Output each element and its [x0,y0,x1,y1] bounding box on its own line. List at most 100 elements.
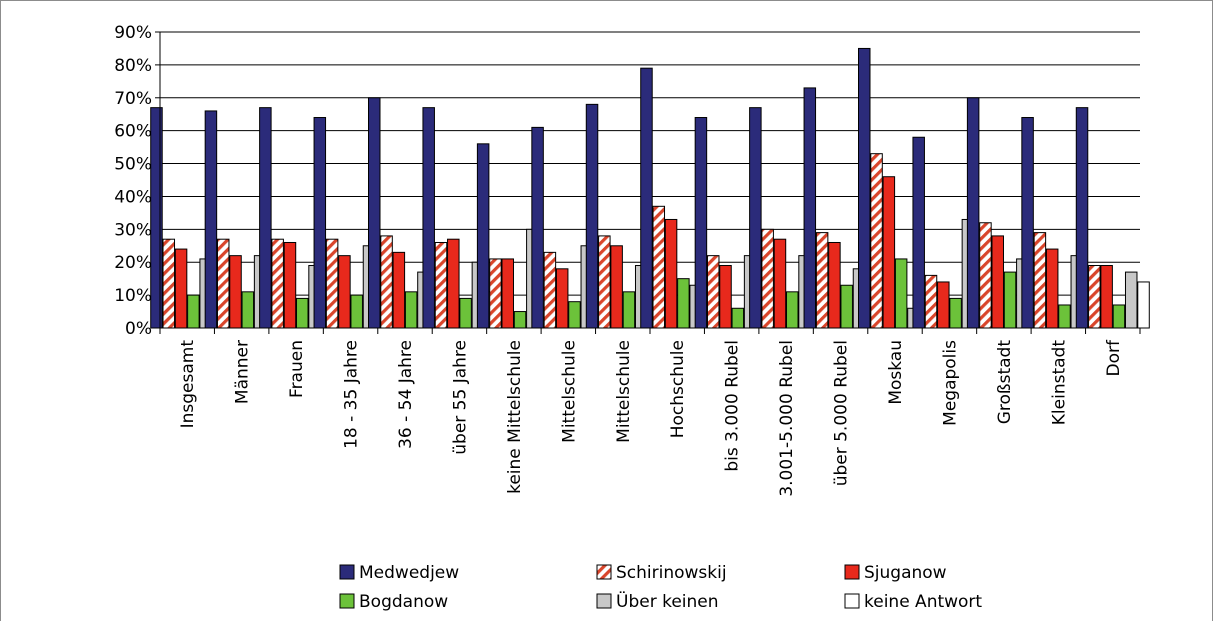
bar-sjuganow-17 [1100,265,1113,329]
bar-schirinowskij-13 [870,153,883,329]
bar-sjuganow-10 [719,265,732,329]
y-tick-label: 0% [125,319,152,339]
bar-bogdanow-8 [622,291,636,329]
bar-medwedjew-11 [749,107,762,329]
bar-schirinowskij-17 [1088,265,1101,329]
legend-swatch [596,564,612,580]
bar-medwedjew-4 [368,97,381,329]
legend-swatch [844,564,860,580]
bar-bogdanow-6 [513,311,527,329]
bar-schirinowskij-9 [652,205,666,329]
bar-bogdanow-16 [1058,304,1071,329]
bar-sjuganow-14 [937,281,950,329]
legend-label: Medwedjew [359,563,459,583]
y-tick-label: 50% [114,155,152,175]
x-category-label: 18 - 35 Jahre [342,340,362,449]
bar-bogdanow-3 [350,294,363,329]
x-category-label: über 5.000 Rubel [832,340,852,486]
legend-swatch [596,593,612,609]
y-tick-label: 30% [114,220,152,240]
bar-schirinowskij-2 [271,238,284,329]
x-category-label: Männer [233,340,253,404]
bar-über-keinen-17 [1124,271,1138,329]
legend-swatch [339,593,355,609]
legend-label: Sjuganow [864,563,947,583]
y-tick-label: 70% [114,89,152,109]
bar-bogdanow-12 [840,284,853,329]
bar-bogdanow-9 [677,278,690,329]
bar-bogdanow-17 [1112,304,1126,329]
bar-sjuganow-5 [447,238,460,329]
legend: Medwedjew Schirinowskij Sjuganow Bogdanow Üb… [339,563,982,612]
legend-swatch [844,593,860,609]
bar-bogdanow-4 [404,291,418,329]
bar-bogdanow-13 [894,258,908,329]
bar-schirinowskij-7 [543,251,557,329]
x-category-label: Insgesamt [178,340,198,429]
y-tick-label: 80% [114,56,152,76]
bar-sjuganow-15 [991,235,1004,329]
bar-sjuganow-3 [338,255,351,329]
bar-bogdanow-1 [241,291,255,329]
x-category-label: bis 3.000 Rubel [723,340,743,472]
bar-bogdanow-15 [1003,271,1017,329]
bar-medwedjew-6 [476,143,490,329]
bar-schirinowskij-6 [489,258,502,329]
x-category-label: 36 - 54 Jahre [396,340,416,449]
x-category-label: Frauen [287,340,307,398]
bar-keine-antwort-17 [1137,281,1150,329]
bar-bogdanow-11 [786,291,799,329]
legend-label: Bogdanow [359,592,448,612]
x-category-label: 3.001-5.000 Rubel [777,340,797,497]
bar-medwedjew-1 [204,110,218,329]
bar-bogdanow-7 [568,301,581,329]
bar-bogdanow-5 [459,297,472,329]
y-tick-label: 90% [114,23,152,43]
bar-sjuganow-13 [882,176,896,329]
x-category-label: Moskau [886,340,906,405]
bar-medwedjew-8 [585,103,599,329]
bar-schirinowskij-10 [706,255,720,329]
bar-medwedjew-7 [531,126,544,329]
bar-bogdanow-14 [949,297,962,329]
x-category-label: über 55 Jahre [450,340,470,455]
bar-bogdanow-2 [296,297,309,329]
bar-schirinowskij-5 [434,241,448,329]
bar-schirinowskij-0 [162,238,176,329]
bar-medwedjew-9 [640,67,653,329]
bar-schirinowskij-8 [598,235,611,329]
bar-bogdanow-10 [731,307,745,329]
bars [150,47,1150,329]
x-category-label: keine Mittelschule [505,340,525,494]
x-category-label: Hochschule [668,340,688,438]
x-category-label: Kleinstadt [1049,340,1069,426]
bar-sjuganow-12 [828,241,841,329]
legend-swatch [339,564,355,580]
bar-medwedjew-0 [150,107,163,329]
x-category-label: Megapolis [940,340,960,426]
legend-label: Über keinen [616,590,719,612]
x-category-label: Dorf [1104,339,1124,376]
bar-medwedjew-16 [1021,117,1034,329]
y-axis-ticks: 0% 10% 20% 30% 40% 50% 60% 70% 80% 90% [114,23,160,339]
bar-schirinowskij-3 [325,238,339,329]
bar-medwedjew-3 [313,117,327,329]
legend-label: keine Antwort [864,592,982,612]
bar-sjuganow-1 [229,255,242,329]
bar-sjuganow-7 [555,268,569,329]
legend-label: Schirinowskij [616,563,727,583]
x-category-label: Mittelschule [559,340,579,443]
bar-schirinowskij-4 [380,235,393,329]
bar-schirinowskij-12 [815,232,829,329]
axes [159,32,1141,334]
x-category-label: Mittelschule [614,340,634,443]
bar-medwedjew-13 [858,47,871,329]
y-tick-label: 10% [114,286,152,306]
bar-schirinowskij-15 [979,222,992,329]
bar-sjuganow-2 [283,241,297,329]
bar-medwedjew-5 [422,107,435,329]
y-tick-label: 60% [114,122,152,142]
bar-medwedjew-12 [803,87,817,329]
y-tick-label: 40% [114,187,152,207]
